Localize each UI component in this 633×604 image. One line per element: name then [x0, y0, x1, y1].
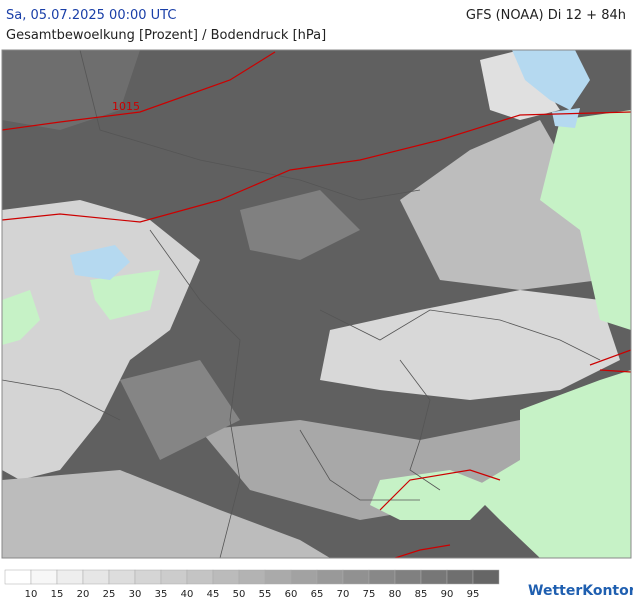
- legend-swatch: [82, 569, 110, 585]
- legend-label: 25: [103, 589, 116, 600]
- legend-swatch: [186, 569, 214, 585]
- legend-label: 50: [233, 589, 246, 600]
- legend-label: 60: [285, 589, 298, 600]
- legend-swatch: [160, 569, 188, 585]
- legend-swatch: [238, 569, 266, 585]
- legend-swatch: [56, 569, 84, 585]
- legend-label: 55: [259, 589, 272, 600]
- legend-swatch: [342, 569, 370, 585]
- legend-label: 40: [181, 589, 194, 600]
- legend-swatch: [30, 569, 58, 585]
- map-title: Gesamtbewoelkung [Prozent] / Bodendruck …: [6, 28, 326, 43]
- legend-swatch: [264, 569, 292, 585]
- legend-label: 75: [363, 589, 376, 600]
- legend-label: 45: [207, 589, 220, 600]
- model-run: GFS (NOAA) Di 12 + 84h: [466, 8, 626, 23]
- legend-swatch: [316, 569, 344, 585]
- legend-label: 95: [467, 589, 480, 600]
- legend: 10 15 20 25 30 35 40 45 50 55 60 65 70 75 80 85 90 95: [4, 569, 500, 600]
- legend-swatch: [368, 569, 396, 585]
- legend-label: 35: [155, 589, 168, 600]
- legend-label: 15: [51, 589, 64, 600]
- legend-label: 85: [415, 589, 428, 600]
- legend-label: 10: [25, 589, 38, 600]
- legend-swatch: [134, 569, 162, 585]
- legend-swatch: [446, 569, 474, 585]
- legend-swatch: [212, 569, 240, 585]
- legend-swatch: [394, 569, 422, 585]
- map: 1015: [1, 49, 632, 559]
- brand: WetterKontor: [528, 583, 633, 599]
- isobar-label: 1015: [112, 100, 140, 113]
- legend-label: 30: [129, 589, 142, 600]
- legend-swatch: [108, 569, 136, 585]
- legend-swatch: [4, 569, 32, 585]
- legend-label: 80: [389, 589, 402, 600]
- legend-label: 20: [77, 589, 90, 600]
- legend-label: 90: [441, 589, 454, 600]
- datetime: Sa, 05.07.2025 00:00 UTC: [6, 8, 176, 23]
- legend-swatch: [290, 569, 318, 585]
- legend-swatch: [472, 569, 500, 585]
- legend-label: 65: [311, 589, 324, 600]
- legend-swatch: [420, 569, 448, 585]
- legend-label: 70: [337, 589, 350, 600]
